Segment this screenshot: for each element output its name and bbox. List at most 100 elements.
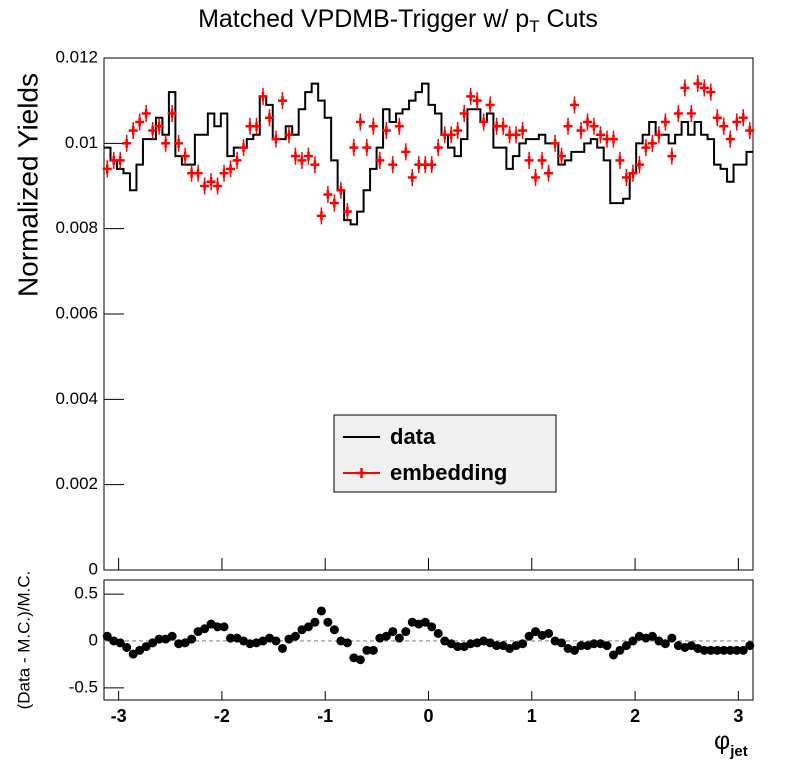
embedding-point <box>531 168 541 186</box>
embedding-point <box>634 156 644 174</box>
embedding-point <box>290 147 300 165</box>
embedding-point <box>277 92 287 110</box>
embedding-point <box>557 147 567 165</box>
y-tick-label: 0.002 <box>55 474 98 493</box>
embedding-point <box>180 147 190 165</box>
ratio-point <box>355 655 365 665</box>
embedding-point <box>297 151 307 169</box>
embedding-point <box>388 156 398 174</box>
embedding-point <box>115 151 125 169</box>
embedding-point <box>141 104 151 122</box>
embedding-point <box>407 168 417 186</box>
ratio-point <box>738 645 748 655</box>
embedding-point <box>271 130 281 148</box>
embedding-point <box>362 139 372 157</box>
chart-title: Matched VPDMB-Trigger w/ pT Cuts <box>198 5 598 37</box>
ratio-point <box>732 645 742 655</box>
embedding-point <box>712 109 722 127</box>
ratio-point <box>381 631 391 641</box>
embedding-point <box>453 122 463 140</box>
ratio-point <box>433 628 443 638</box>
embedding-point <box>459 104 469 122</box>
ratio-point <box>615 645 625 655</box>
embedding-point <box>673 104 683 122</box>
legend-label: embedding <box>390 460 507 485</box>
embedding-point <box>576 122 586 140</box>
embedding-point <box>641 139 651 157</box>
ratio-point <box>531 627 541 637</box>
embedding-point <box>206 173 216 191</box>
ratio-point <box>745 641 755 651</box>
embedding-point <box>589 117 599 135</box>
ratio-point <box>200 624 210 634</box>
ratio-point <box>628 636 638 646</box>
embedding-point <box>544 164 554 182</box>
embedding-point <box>485 96 495 114</box>
embedding-point <box>226 160 236 178</box>
y-tick-label: 0.006 <box>55 303 98 322</box>
ratio-point <box>427 622 437 632</box>
ratio-point <box>329 625 339 635</box>
ratio-point <box>576 641 586 651</box>
embedding-point <box>310 156 320 174</box>
ratio-point <box>277 643 287 653</box>
ratio-point <box>303 622 313 632</box>
ratio-point <box>122 643 132 652</box>
ratio-point <box>219 622 229 632</box>
ratio-point <box>420 617 430 627</box>
embedding-point <box>466 87 476 105</box>
embedding-point <box>472 92 482 110</box>
embedding-point <box>219 164 229 182</box>
ratio-point <box>492 641 502 651</box>
legend-label: data <box>390 424 436 449</box>
x-tick-label: -1 <box>317 706 333 726</box>
embedding-point <box>615 151 625 169</box>
ratio-point <box>388 627 398 637</box>
ratio-point <box>712 645 722 655</box>
embedding-point <box>693 75 703 93</box>
embedding-point <box>550 134 560 152</box>
embedding-point <box>258 87 268 105</box>
embedding-point <box>654 126 664 144</box>
x-tick-label: -3 <box>111 706 127 726</box>
y-tick-label: 0 <box>89 559 98 578</box>
ratio-point <box>518 639 528 649</box>
embedding-point <box>174 134 184 152</box>
embedding-point <box>375 151 385 169</box>
embedding-point <box>446 126 456 144</box>
embedding-point <box>628 164 638 182</box>
legend-box <box>333 414 557 493</box>
ratio-point <box>102 631 112 641</box>
ratio-point <box>647 631 657 641</box>
embedding-point <box>537 151 547 169</box>
x-tick-label: 2 <box>630 706 640 726</box>
embedding-point <box>193 164 203 182</box>
embedding-point <box>128 122 138 140</box>
ratio-point <box>453 642 463 652</box>
ratio-point <box>290 631 300 641</box>
ratio-point <box>589 639 599 649</box>
embedding-point <box>686 104 696 122</box>
embedding-point <box>381 122 391 140</box>
embedding-point <box>427 156 437 174</box>
embedding-point <box>745 122 755 140</box>
embedding-point <box>608 130 618 148</box>
embedding-point <box>667 147 677 165</box>
y-tick-label: 0.008 <box>55 218 98 237</box>
embedding-point <box>570 96 580 114</box>
embedding-point <box>433 139 443 157</box>
embedding-point <box>349 139 359 157</box>
embedding-point <box>725 130 735 148</box>
y-tick-label: 0 <box>89 630 98 649</box>
embedding-point <box>706 83 716 101</box>
ratio-point <box>310 617 320 627</box>
ratio-point <box>323 617 333 627</box>
y-tick-label: 0.012 <box>55 47 98 66</box>
ratio-point <box>167 631 177 641</box>
histogram-line <box>104 82 753 226</box>
ratio-point <box>602 641 612 651</box>
x-tick-label: 3 <box>733 706 743 726</box>
ratio-point <box>557 638 567 648</box>
y-tick-label: 0.004 <box>55 389 98 408</box>
